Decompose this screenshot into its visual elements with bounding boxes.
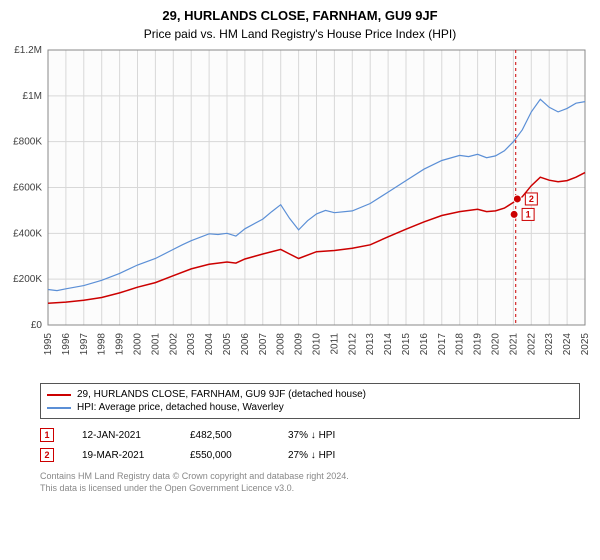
svg-text:2008: 2008 [276,333,287,356]
transaction-marker: 2 [40,448,54,462]
svg-text:2000: 2000 [133,333,144,356]
svg-text:£1.2M: £1.2M [14,45,42,56]
transaction-row: 2 19-MAR-2021 £550,000 27% ↓ HPI [40,445,580,465]
line-chart-svg: £0 £200K £400K £600K £800K £1M £1.2M 1995 1996 19… [0,45,600,375]
transaction-date: 19-MAR-2021 [82,450,162,461]
svg-text:2004: 2004 [204,333,215,356]
legend-color-swatch [47,407,71,409]
svg-text:2009: 2009 [294,333,305,356]
svg-text:2025: 2025 [580,333,591,356]
transaction-marker: 1 [40,428,54,442]
svg-text:2012: 2012 [347,333,358,356]
footer-line-2: This data is licensed under the Open Gov… [40,483,580,495]
transaction-diff: 27% ↓ HPI [288,450,335,461]
svg-text:2024: 2024 [562,333,573,356]
svg-text:2019: 2019 [473,333,484,356]
legend-label: HPI: Average price, detached house, Wave… [77,402,284,413]
svg-text:1996: 1996 [61,333,72,356]
svg-text:1998: 1998 [97,333,108,356]
svg-text:2018: 2018 [455,333,466,356]
svg-text:2023: 2023 [544,333,555,356]
legend-item: HPI: Average price, detached house, Wave… [47,401,573,414]
transaction-price: £482,500 [190,430,260,441]
svg-text:2015: 2015 [401,333,412,356]
svg-text:2001: 2001 [150,333,161,356]
svg-text:2003: 2003 [186,333,197,356]
svg-text:1995: 1995 [43,333,54,356]
svg-text:2013: 2013 [365,333,376,356]
svg-text:2014: 2014 [383,333,394,356]
transaction-row: 1 12-JAN-2021 £482,500 37% ↓ HPI [40,425,580,445]
svg-text:£400K: £400K [13,228,42,239]
svg-text:2006: 2006 [240,333,251,356]
svg-text:£0: £0 [31,320,43,331]
transaction-diff: 37% ↓ HPI [288,430,335,441]
svg-text:2022: 2022 [526,333,537,356]
svg-text:2021: 2021 [508,333,519,356]
svg-text:2017: 2017 [437,333,448,356]
chart-legend: 29, HURLANDS CLOSE, FARNHAM, GU9 9JF (de… [40,383,580,419]
transaction-price: £550,000 [190,450,260,461]
svg-text:2020: 2020 [491,333,502,356]
svg-text:1: 1 [526,209,531,219]
transaction-table: 1 12-JAN-2021 £482,500 37% ↓ HPI 2 19-MAR-202… [40,425,580,465]
footer-line-1: Contains HM Land Registry data © Crown c… [40,471,580,483]
transaction-date: 12-JAN-2021 [82,430,162,441]
svg-text:2010: 2010 [312,333,323,356]
chart-subtitle: Price paid vs. HM Land Registry's House … [0,23,600,45]
svg-text:2011: 2011 [329,333,340,355]
legend-item: 29, HURLANDS CLOSE, FARNHAM, GU9 9JF (de… [47,388,573,401]
svg-text:£200K: £200K [13,274,42,285]
svg-text:2007: 2007 [258,333,269,356]
svg-text:2016: 2016 [419,333,430,356]
svg-text:£800K: £800K [13,137,42,148]
svg-text:£600K: £600K [13,183,42,194]
svg-text:2005: 2005 [222,333,233,356]
legend-color-swatch [47,394,71,396]
svg-text:1999: 1999 [115,333,126,356]
chart-plot-area: £0 £200K £400K £600K £800K £1M £1.2M 1995 1996 19… [0,45,600,375]
chart-footer: Contains HM Land Registry data © Crown c… [40,471,580,494]
svg-text:2002: 2002 [168,333,179,356]
svg-text:2: 2 [529,194,534,204]
svg-text:£1M: £1M [23,91,42,102]
svg-text:1997: 1997 [79,333,90,356]
chart-title: 29, HURLANDS CLOSE, FARNHAM, GU9 9JF [0,0,600,23]
legend-label: 29, HURLANDS CLOSE, FARNHAM, GU9 9JF (de… [77,389,366,400]
chart-container: 29, HURLANDS CLOSE, FARNHAM, GU9 9JF Pri… [0,0,600,560]
